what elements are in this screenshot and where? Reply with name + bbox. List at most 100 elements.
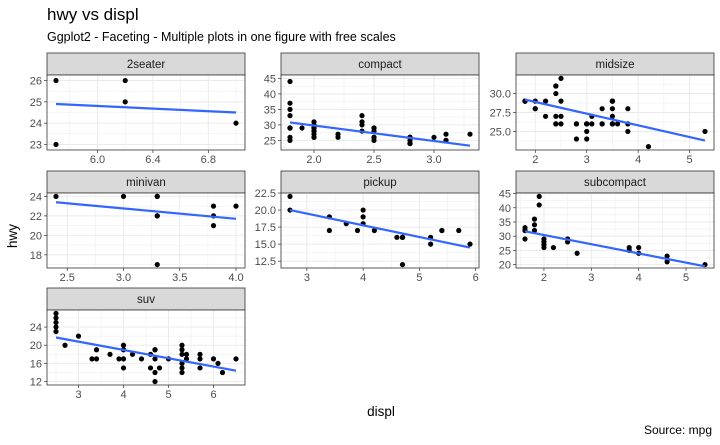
y-tick-label: 17.5 bbox=[255, 222, 276, 234]
x-tick-label: 5 bbox=[165, 389, 171, 401]
data-point bbox=[584, 128, 590, 135]
x-tick-label: 3.0 bbox=[426, 154, 441, 166]
data-point bbox=[122, 99, 128, 105]
data-point bbox=[233, 356, 239, 362]
data-point bbox=[553, 83, 559, 89]
data-point bbox=[299, 125, 305, 131]
x-tick-label: 5 bbox=[683, 272, 689, 284]
x-tick-label: 3 bbox=[304, 272, 310, 284]
data-point bbox=[197, 356, 203, 362]
x-tick-label: 3.5 bbox=[172, 272, 187, 284]
facet-panel-suv: suv 3 4 5 6 12 16 20 24 bbox=[30, 287, 246, 401]
data-point bbox=[609, 121, 616, 127]
panel-border bbox=[515, 74, 715, 151]
x-tick-label: 4.0 bbox=[228, 272, 243, 284]
data-point bbox=[287, 125, 293, 131]
data-point bbox=[574, 250, 580, 256]
data-point bbox=[589, 121, 595, 127]
data-point bbox=[531, 216, 538, 222]
data-point bbox=[558, 113, 564, 119]
data-point bbox=[360, 207, 366, 213]
x-tick-label: 6.8 bbox=[201, 154, 216, 166]
y-tick-label: 22.5 bbox=[255, 188, 276, 200]
data-point bbox=[287, 137, 293, 143]
data-point bbox=[287, 100, 293, 106]
data-point bbox=[53, 315, 59, 321]
data-point bbox=[558, 98, 564, 104]
x-tick-label: 3 bbox=[584, 154, 590, 166]
data-point bbox=[371, 125, 377, 131]
y-tick-label: 20 bbox=[499, 260, 511, 272]
x-tick-label: 6.4 bbox=[145, 154, 160, 166]
data-point bbox=[609, 98, 616, 104]
y-tick-label: 12 bbox=[30, 377, 42, 389]
data-point bbox=[152, 356, 158, 362]
y-tick-label: 30.0 bbox=[490, 89, 511, 101]
data-point bbox=[636, 244, 642, 251]
data-point bbox=[522, 236, 528, 242]
facet-strip-label: compact bbox=[358, 59, 402, 71]
data-point bbox=[152, 378, 158, 385]
data-point bbox=[53, 319, 59, 326]
data-point bbox=[152, 347, 158, 353]
data-point bbox=[541, 242, 547, 248]
x-axis-title: displ bbox=[367, 404, 395, 419]
y-tick-label: 23 bbox=[30, 139, 42, 151]
data-point bbox=[394, 234, 400, 240]
data-point bbox=[233, 120, 239, 126]
data-point bbox=[645, 143, 652, 150]
x-tick-label: 4 bbox=[635, 154, 641, 166]
x-tick-label: 2 bbox=[532, 154, 538, 166]
x-tick-label: 2 bbox=[541, 272, 547, 284]
data-point bbox=[93, 356, 100, 362]
data-point bbox=[558, 121, 564, 127]
y-tick-label: 20 bbox=[30, 230, 42, 242]
data-point bbox=[183, 356, 190, 362]
data-point bbox=[428, 241, 434, 247]
facet-strip-label: midsize bbox=[596, 59, 635, 71]
data-point bbox=[625, 106, 631, 112]
x-tick-label: 2.5 bbox=[60, 272, 75, 284]
data-point bbox=[138, 356, 145, 362]
y-axis-title: hwy bbox=[5, 224, 20, 248]
data-point bbox=[609, 106, 616, 112]
data-point bbox=[122, 77, 128, 84]
data-point bbox=[75, 333, 82, 339]
data-point bbox=[107, 351, 113, 357]
data-point bbox=[584, 136, 590, 142]
data-point bbox=[53, 193, 59, 200]
facet-strip-label: 2seater bbox=[127, 59, 166, 71]
data-point bbox=[156, 365, 163, 371]
data-point bbox=[536, 193, 542, 200]
y-tick-label: 15.0 bbox=[255, 239, 276, 251]
data-point bbox=[93, 347, 100, 353]
x-tick-label: 4 bbox=[360, 272, 366, 284]
x-tick-label: 3 bbox=[75, 389, 81, 401]
y-tick-label: 18 bbox=[30, 250, 42, 262]
y-tick-label: 35 bbox=[264, 104, 276, 116]
data-point bbox=[360, 214, 366, 220]
data-point bbox=[407, 140, 413, 147]
data-point bbox=[179, 360, 185, 367]
data-point bbox=[542, 98, 549, 104]
data-point bbox=[609, 113, 616, 119]
data-point bbox=[120, 342, 127, 348]
y-tick-label: 12.5 bbox=[255, 256, 276, 268]
facet-panel-compact: compact 2.0 2.5 3.0 25 30 35 40 45 bbox=[264, 52, 480, 166]
x-tick-label: 2.0 bbox=[306, 154, 321, 166]
data-point bbox=[179, 342, 185, 348]
x-tick-label: 3 bbox=[588, 272, 594, 284]
y-tick-label: 25.0 bbox=[490, 126, 511, 138]
x-tick-label: 4 bbox=[120, 389, 126, 401]
x-tick-label: 6 bbox=[473, 272, 479, 284]
chart-caption: Source: mpg bbox=[643, 423, 712, 437]
fit-line bbox=[289, 121, 471, 147]
data-point bbox=[335, 131, 341, 137]
data-point bbox=[179, 365, 185, 371]
data-point bbox=[179, 351, 185, 357]
y-tick-label: 30 bbox=[499, 231, 511, 243]
data-point bbox=[287, 112, 293, 119]
